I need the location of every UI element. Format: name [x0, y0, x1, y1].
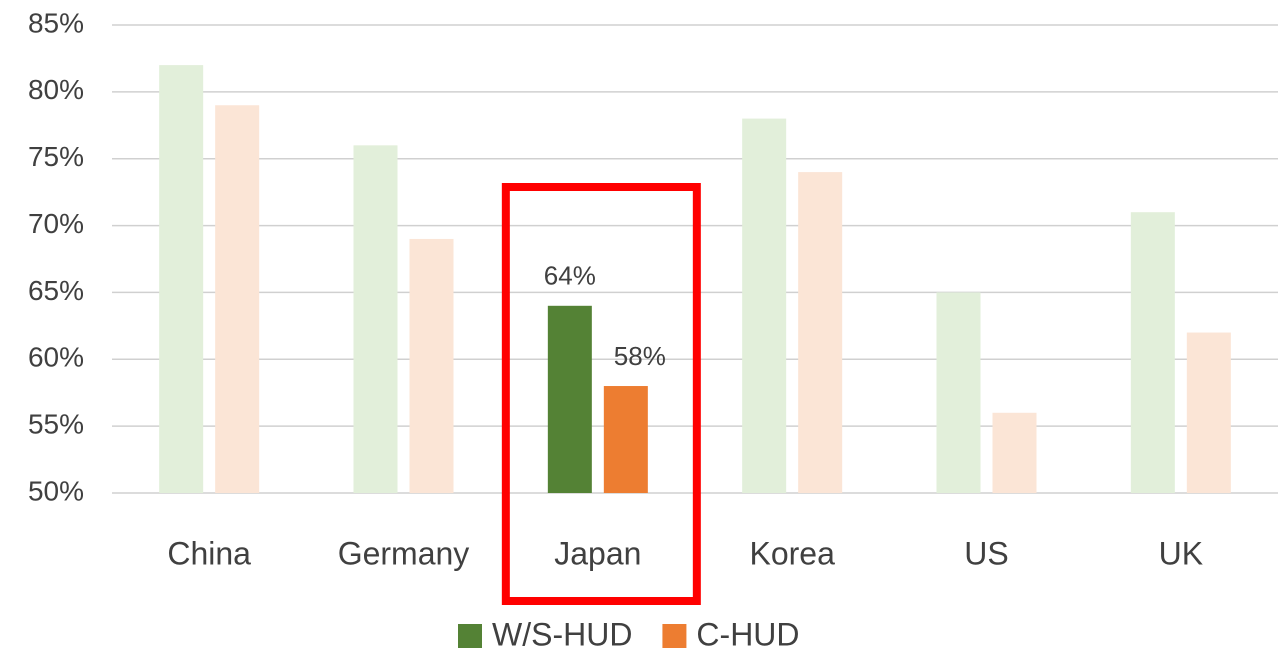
y-tick-label: 55%	[28, 409, 84, 440]
x-tick-label: Germany	[338, 535, 470, 571]
bar	[742, 118, 787, 493]
bar	[159, 65, 204, 493]
highlight-box	[501, 183, 701, 605]
legend-swatch	[458, 624, 482, 648]
x-tick-label: China	[167, 535, 251, 571]
bar	[936, 292, 981, 493]
x-tick-label: UK	[1159, 535, 1203, 571]
x-tick-label: US	[964, 535, 1008, 571]
data-label: 58%	[614, 341, 666, 371]
y-tick-label: 75%	[28, 141, 84, 172]
bar	[603, 386, 648, 493]
bar	[798, 172, 843, 494]
data-label: 64%	[544, 261, 596, 291]
y-tick-label: 65%	[28, 275, 84, 306]
x-tick-label: Korea	[749, 535, 835, 571]
y-tick-label: 50%	[28, 475, 84, 506]
bar	[1186, 332, 1231, 493]
bar	[353, 145, 398, 494]
bar	[992, 412, 1037, 493]
x-tick-label: Japan	[554, 535, 641, 571]
bar	[215, 105, 260, 493]
y-tick-label: 80%	[28, 74, 84, 105]
y-tick-label: 85%	[28, 7, 84, 38]
y-tick-label: 70%	[28, 208, 84, 239]
legend-swatch	[662, 624, 687, 648]
bar	[1130, 212, 1175, 493]
legend-label: W/S-HUD	[492, 616, 632, 652]
bar	[547, 305, 592, 493]
y-tick-label: 60%	[28, 342, 84, 373]
legend-label: C-HUD	[696, 616, 799, 652]
bar	[409, 238, 454, 493]
